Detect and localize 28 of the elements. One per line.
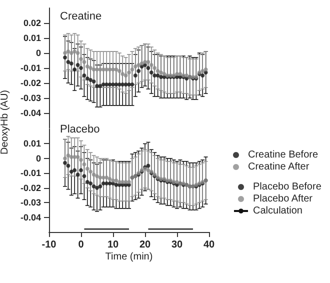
y-tick-label: -0.03 bbox=[20, 198, 41, 208]
y-tick-label: -0.01 bbox=[20, 168, 41, 178]
y-axis-title: DeoxyHb (AU) bbox=[0, 90, 10, 154]
x-axis-title: Time (min) bbox=[105, 252, 153, 262]
legend-label: Creatine After bbox=[248, 162, 310, 172]
x-tick-label: -10 bbox=[42, 240, 57, 250]
y-tick-label: -0.01 bbox=[20, 63, 41, 73]
x-tick-label: 0 bbox=[78, 240, 84, 250]
legend-label: Placebo After bbox=[253, 194, 314, 204]
y-tick-label: 0.02 bbox=[23, 18, 41, 28]
y-tick-label: 0.01 bbox=[23, 138, 41, 149]
y-tick-label: -0.02 bbox=[20, 182, 41, 193]
x-tick-label: 40 bbox=[203, 240, 215, 250]
legend-label: Creatine Before bbox=[248, 150, 318, 160]
x-tick-label: 20 bbox=[139, 240, 151, 250]
y-tick-label: -0.03 bbox=[20, 93, 41, 103]
y-tick-label: 0 bbox=[36, 48, 41, 58]
y-tick-label: -0.02 bbox=[20, 78, 41, 88]
chart-title: Placebo bbox=[60, 124, 100, 136]
y-tick-label: -0.04 bbox=[20, 212, 41, 222]
x-tick-label: 10 bbox=[107, 240, 119, 250]
chart-title: Creatine bbox=[60, 10, 102, 22]
y-tick-label: 0 bbox=[36, 153, 41, 164]
y-tick-label: -0.04 bbox=[20, 108, 41, 118]
x-tick-label: 30 bbox=[171, 240, 183, 250]
y-tick-label: 0.01 bbox=[23, 33, 41, 43]
legend-label: Calculation bbox=[253, 206, 302, 216]
legend-label: Placebo Before bbox=[253, 182, 322, 192]
